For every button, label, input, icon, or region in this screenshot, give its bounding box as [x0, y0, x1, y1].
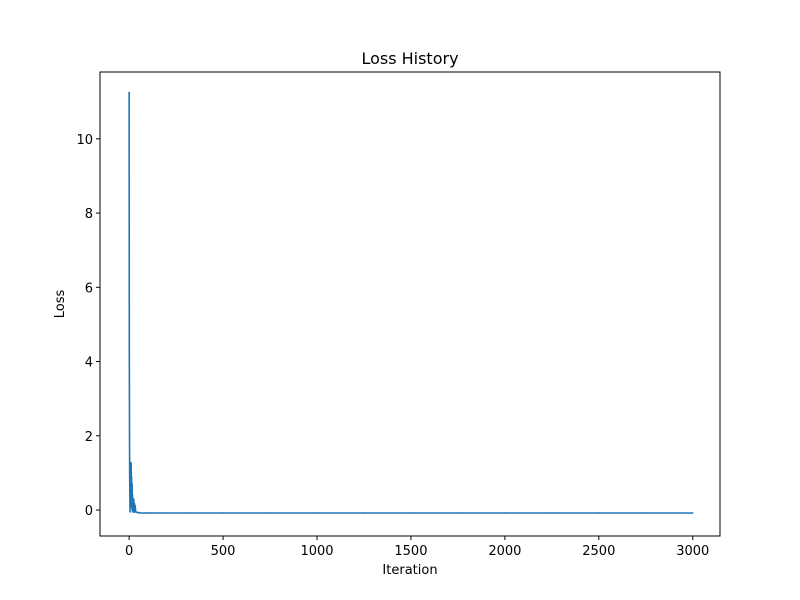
x-tick-label: 3000 [676, 544, 709, 559]
loss-data-point [129, 501, 132, 504]
loss-data-point [130, 475, 133, 478]
loss-data-point [691, 512, 694, 514]
loss-data-point [128, 475, 131, 478]
loss-data-point [137, 511, 140, 514]
loss-data-point [316, 512, 318, 514]
loss-data-point [457, 512, 459, 514]
y-tick-label: 0 [85, 504, 93, 519]
loss-data-point [165, 512, 168, 514]
loss-series-line [128, 92, 693, 514]
y-tick-label: 4 [85, 356, 93, 371]
loss-data-point [132, 498, 135, 500]
loss-data-point [410, 512, 412, 514]
x-tick-label: 500 [211, 544, 236, 559]
loss-data-point [131, 507, 133, 509]
loss-data-point [128, 431, 131, 433]
loss-data-point [129, 498, 131, 500]
loss-data-point [128, 91, 130, 94]
loss-data-point [133, 502, 136, 505]
loss-data-point [134, 504, 136, 507]
plot-area [128, 91, 694, 514]
loss-data-point [222, 512, 224, 514]
loss-data-point [129, 511, 131, 513]
x-tick-label: 1500 [394, 544, 427, 559]
x-tick-label: 2000 [488, 544, 521, 559]
axes-frame [99, 71, 721, 537]
loss-data-point [130, 462, 132, 465]
loss-data-point [131, 494, 134, 496]
loss-data-point [147, 512, 149, 514]
x-tick-label: 1000 [300, 544, 333, 559]
y-axis-label: Loss [53, 290, 68, 319]
loss-data-point [128, 353, 131, 355]
y-axis-ticks: 0 2 4 6 8 10 [76, 133, 100, 519]
x-tick-label: 0 [125, 544, 133, 559]
loss-data-point [139, 512, 142, 514]
loss-data-point [131, 483, 133, 485]
loss-data-point [131, 501, 134, 504]
loss-data-point [130, 486, 132, 489]
loss-data-point [130, 498, 133, 500]
x-axis-label: Iteration [382, 563, 437, 578]
loss-data-point [133, 511, 135, 514]
chart-title: Loss History [361, 49, 458, 68]
loss-data-point [156, 512, 159, 514]
loss-data-point [551, 512, 553, 514]
loss-data-point [644, 512, 647, 514]
loss-data-point [129, 494, 132, 496]
loss-data-point [143, 512, 145, 514]
loss-data-point [363, 512, 365, 514]
x-axis-ticks: 0 500 1000 1500 2000 2500 3000 [125, 536, 709, 559]
y-tick-label: 10 [76, 133, 93, 148]
loss-data-point [184, 512, 187, 514]
y-tick-label: 8 [85, 207, 93, 222]
x-tick-label: 2500 [582, 544, 615, 559]
y-tick-label: 2 [85, 430, 93, 445]
loss-data-point [130, 505, 133, 508]
loss-data-point [598, 512, 600, 514]
loss-data-point [133, 507, 136, 509]
loss-data-point [129, 479, 132, 482]
loss-data-point [132, 503, 135, 506]
loss-data-point [504, 512, 506, 514]
y-tick-label: 6 [85, 281, 93, 296]
loss-data-point [269, 512, 271, 514]
